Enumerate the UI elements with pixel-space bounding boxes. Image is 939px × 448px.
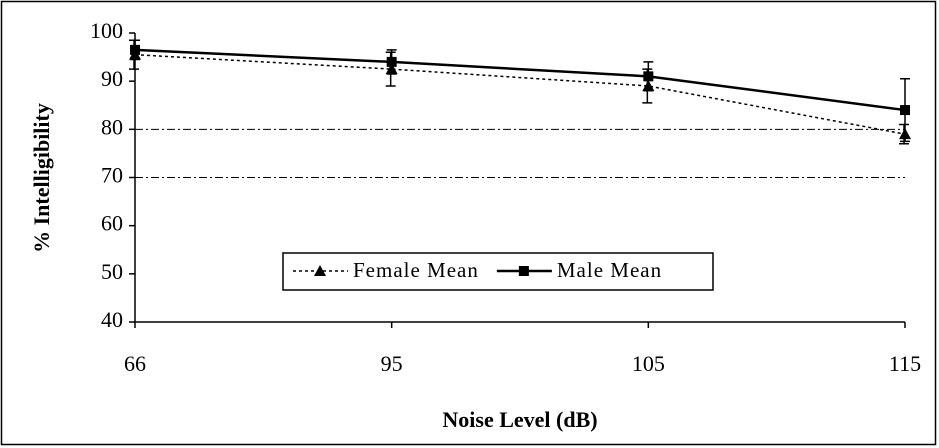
y-axis-title: % Intelligibility [29,103,54,253]
legend-label: Male Mean [557,258,662,282]
y-tick-label: 60 [101,211,123,236]
x-tick-label: 115 [889,351,921,376]
legend-marker [518,266,529,276]
y-tick-label: 80 [101,114,123,139]
series-line [134,48,906,112]
x-tick-label: 66 [124,351,146,376]
y-tick-label: 90 [101,66,123,91]
y-tick-label: 100 [90,18,123,43]
data-point [130,44,140,55]
y-tick-label: 40 [101,307,123,332]
x-axis-title: Noise Level (dB) [442,407,597,432]
data-point [643,71,654,82]
x-tick-label: 105 [632,351,665,376]
x-tick-label: 95 [381,351,403,376]
legend-marker [314,265,326,276]
series-line [134,53,906,135]
y-tick-label: 50 [101,259,123,284]
data-point [900,105,910,116]
legend-label: Female Mean [353,258,479,282]
y-tick-label: 70 [101,163,123,188]
data-point [386,56,397,67]
